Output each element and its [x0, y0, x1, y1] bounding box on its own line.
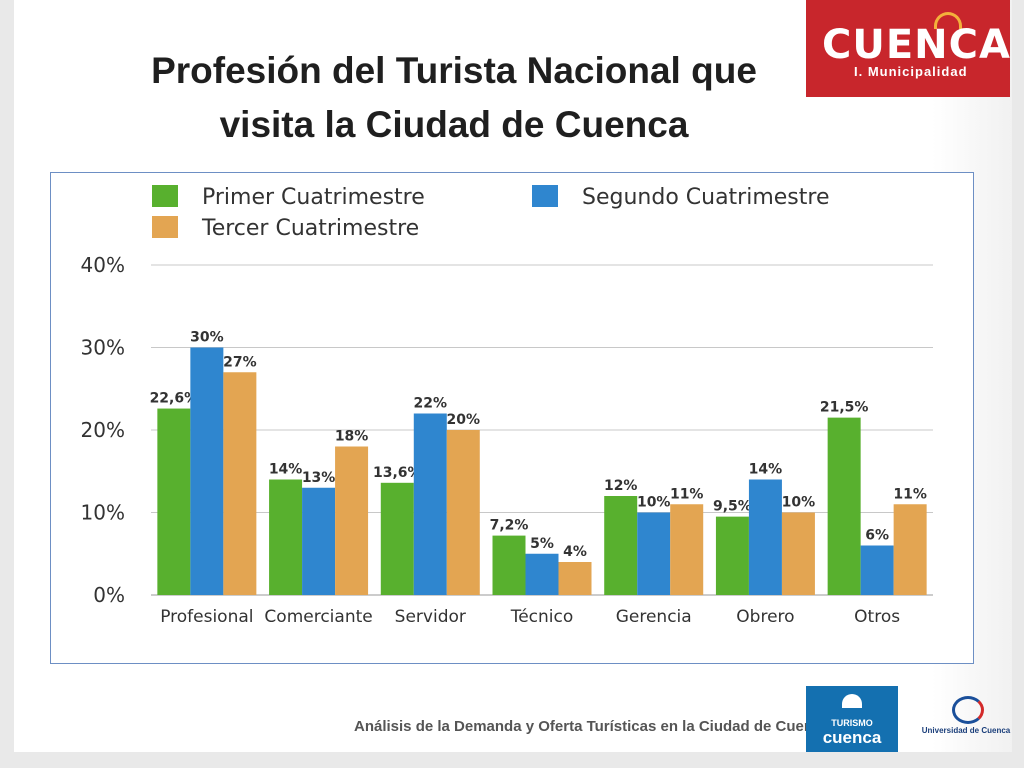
data-label: 18%	[335, 429, 369, 445]
chart-container: Primer Cuatrimestre Segundo Cuatrimestre T…	[50, 172, 974, 664]
x-tick-label: Técnico	[510, 607, 574, 627]
x-tick-label: Profesional	[160, 607, 253, 627]
bar-profesional-s1	[157, 408, 191, 595]
data-label: 13,6%	[373, 465, 422, 481]
bar-gerencia-s2	[637, 512, 671, 595]
x-tick-label: Gerencia	[616, 607, 692, 627]
university-emblem-icon	[952, 696, 984, 724]
bar-técnico-s2	[525, 553, 559, 595]
title-line-1: Profesión del Turista Nacional que	[151, 50, 757, 91]
bar-profesional-s3	[223, 372, 257, 595]
arch-icon	[934, 12, 962, 29]
bar-técnico-s3	[558, 562, 592, 595]
bar-servidor-s2	[413, 413, 447, 595]
turismo-logo-line-1: TURISMO	[831, 718, 873, 728]
data-label: 14%	[749, 462, 783, 478]
y-tick-label: 40%	[81, 253, 125, 277]
x-tick-label: Obrero	[736, 607, 794, 627]
cathedral-dome-icon	[842, 694, 862, 708]
data-label: 6%	[865, 528, 889, 544]
bar-obrero-s2	[748, 479, 782, 595]
municipal-logo-word: CUENCA	[822, 22, 1011, 68]
bar-técnico-s1	[492, 535, 526, 595]
university-logo-text: Universidad de Cuenca	[921, 726, 1011, 735]
bar-profesional-s2	[190, 347, 224, 595]
data-label: 12%	[604, 478, 638, 494]
data-label: 21,5%	[820, 400, 869, 416]
bar-gerencia-s3	[670, 504, 704, 595]
university-logo: Universidad de Cuenca	[920, 690, 1012, 750]
bar-comerciante-s3	[335, 446, 369, 595]
bar-obrero-s1	[715, 516, 749, 595]
data-label: 20%	[447, 412, 481, 428]
title-line-2: visita la Ciudad de Cuenca	[219, 104, 689, 145]
data-label: 22%	[414, 396, 448, 412]
legend-label-2: Segundo Cuatrimestre	[582, 185, 830, 210]
legend-swatch-3	[152, 216, 178, 238]
bar-servidor-s1	[380, 482, 414, 595]
legend-swatch-2	[532, 185, 558, 207]
data-label: 30%	[190, 330, 224, 346]
data-label: 22,6%	[150, 391, 199, 407]
x-tick-label: Otros	[854, 607, 900, 627]
data-label: 5%	[530, 536, 554, 552]
legend-swatch-1	[152, 185, 178, 207]
data-label: 11%	[893, 486, 927, 502]
bar-otros-s3	[893, 504, 927, 595]
x-tick-label: Comerciante	[264, 607, 372, 627]
bar-comerciante-s1	[269, 479, 303, 595]
turismo-logo: TURISMO cuenca	[806, 686, 898, 752]
data-label: 10%	[782, 495, 816, 511]
bar-gerencia-s1	[604, 496, 638, 595]
page-title: Profesión del Turista Nacional que visit…	[74, 44, 834, 152]
data-label: 11%	[670, 486, 704, 502]
data-label: 13%	[302, 470, 336, 486]
y-tick-label: 10%	[81, 501, 125, 525]
bar-otros-s2	[860, 545, 894, 595]
municipal-logo: CUENCA I. Municipalidad	[806, 0, 1010, 97]
y-tick-label: 0%	[93, 583, 125, 607]
y-tick-label: 20%	[81, 418, 125, 442]
footer-text: Análisis de la Demanda y Oferta Turístic…	[354, 718, 830, 735]
legend-label-1: Primer Cuatrimestre	[202, 185, 425, 210]
bar-chart: Primer Cuatrimestre Segundo Cuatrimestre T…	[81, 185, 933, 627]
data-label: 10%	[637, 495, 671, 511]
bar-servidor-s3	[446, 430, 480, 595]
y-tick-label: 30%	[81, 336, 125, 360]
data-label: 4%	[563, 544, 587, 560]
bar-obrero-s3	[781, 512, 815, 595]
x-tick-label: Servidor	[395, 607, 466, 627]
municipal-logo-subtitle: I. Municipalidad	[854, 64, 968, 79]
data-label: 7,2%	[490, 518, 529, 534]
bar-comerciante-s2	[302, 487, 336, 595]
data-label: 9,5%	[713, 499, 752, 515]
data-label: 27%	[223, 354, 257, 370]
bar-otros-s1	[827, 417, 861, 595]
turismo-logo-line-2: cuenca	[822, 728, 882, 747]
data-label: 14%	[269, 462, 303, 478]
legend-label-3: Tercer Cuatrimestre	[201, 216, 419, 241]
